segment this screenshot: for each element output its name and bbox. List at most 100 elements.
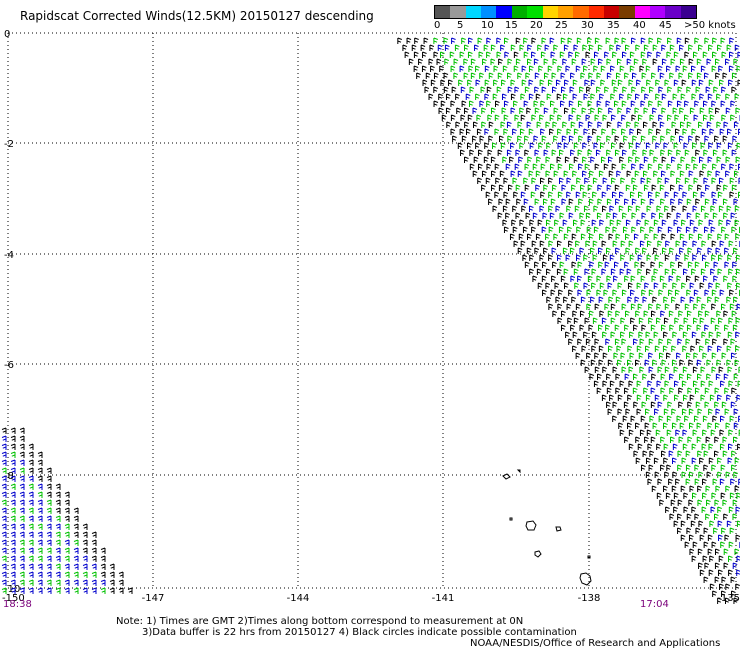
wind-barb: [100, 563, 106, 570]
wind-barb: [622, 212, 627, 219]
wind-barb: [710, 205, 716, 212]
wind-barb: [619, 380, 625, 387]
wind-barb: [684, 51, 690, 58]
wind-barb: [691, 268, 696, 275]
wind-barb: [719, 240, 725, 247]
wind-barb: [100, 587, 106, 594]
wind-barb: [484, 128, 490, 135]
wind-barb: [511, 219, 516, 226]
wind-barb: [653, 233, 659, 240]
wind-barb: [733, 597, 739, 604]
wind-barb: [488, 198, 493, 205]
wind-barb: [605, 324, 610, 331]
wind-barb: [658, 338, 664, 345]
wind-barb: [738, 163, 740, 170]
wind-barb: [643, 156, 649, 163]
wind-barb: [628, 79, 634, 86]
wind-barb: [662, 282, 668, 289]
wind-barb: [517, 121, 523, 128]
wind-barb: [561, 184, 567, 191]
wind-barb: [629, 331, 634, 338]
wind-barb: [636, 282, 642, 289]
wind-barb: [640, 51, 646, 58]
wind-barb: [611, 114, 616, 121]
wind-barb: [591, 219, 597, 226]
wind-barb: [109, 587, 115, 594]
wind-barb: [573, 268, 579, 275]
wind-barb: [730, 338, 736, 345]
wind-barb: [680, 520, 686, 527]
wind-barb: [675, 240, 681, 247]
wind-barb: [612, 415, 617, 422]
wind-barb: [666, 128, 671, 135]
wind-barb: [653, 282, 659, 289]
wind-barb: [64, 539, 70, 546]
wind-barb: [714, 401, 719, 408]
wind-barb: [521, 65, 527, 72]
wind-barb: [477, 37, 483, 44]
wind-barb: [614, 37, 620, 44]
wind-barb: [488, 135, 493, 142]
wind-barb: [459, 65, 465, 72]
wind-barb: [528, 170, 534, 177]
wind-barb: [624, 198, 629, 205]
wind-barb: [505, 198, 511, 205]
wind-barb: [503, 100, 509, 107]
wind-barb: [82, 571, 88, 578]
wind-barb: [496, 86, 502, 93]
wind-barb: [695, 198, 700, 205]
wind-barb: [497, 212, 503, 219]
wind-barb: [723, 513, 728, 520]
wind-barb: [712, 51, 717, 58]
wind-barb: [621, 37, 627, 44]
wind-barb: [631, 226, 636, 233]
wind-barb: [638, 191, 643, 198]
wind-barb: [695, 527, 701, 534]
wind-barb: [613, 86, 619, 93]
legend-swatch: [557, 6, 574, 18]
wind-barb: [702, 492, 707, 499]
wind-barb: [555, 205, 561, 212]
wind-barb: [583, 128, 589, 135]
wind-barb: [633, 450, 639, 457]
wind-barb: [708, 282, 714, 289]
wind-barb: [681, 471, 687, 478]
wind-barb: [560, 100, 565, 107]
wind-barb: [73, 587, 79, 594]
wind-barb: [91, 579, 97, 586]
wind-barb: [444, 58, 449, 65]
wind-barb: [567, 317, 572, 324]
wind-barb: [653, 156, 659, 163]
wind-barb: [677, 338, 683, 345]
wind-barb: [503, 128, 509, 135]
wind-barb: [718, 205, 724, 212]
wind-barb: [699, 317, 705, 324]
wind-barb: [686, 324, 692, 331]
wind-barb: [671, 205, 677, 212]
wind-barb: [55, 483, 61, 490]
wind-barb: [720, 100, 726, 107]
wind-barb: [641, 86, 646, 93]
longitude-label: -138: [578, 593, 601, 604]
wind-barb: [645, 65, 651, 72]
wind-barb: [624, 275, 629, 282]
wind-barb: [608, 107, 613, 114]
wind-barb: [656, 303, 662, 310]
wind-barb: [717, 44, 722, 51]
wind-barb: [666, 464, 671, 471]
wind-barb: [502, 219, 508, 226]
wind-barb: [1, 523, 7, 530]
wind-barb: [539, 114, 544, 121]
wind-barb: [630, 289, 635, 296]
wind-barb: [550, 289, 556, 296]
wind-barb: [734, 485, 740, 492]
wind-barb: [523, 37, 528, 44]
wind-barb: [709, 583, 715, 590]
wind-barb: [675, 478, 680, 485]
wind-barb: [604, 303, 610, 310]
wind-barb: [689, 219, 695, 226]
wind-barb: [582, 170, 587, 177]
wind-barb: [601, 128, 607, 135]
wind-barb: [685, 338, 691, 345]
wind-barb: [723, 548, 729, 555]
